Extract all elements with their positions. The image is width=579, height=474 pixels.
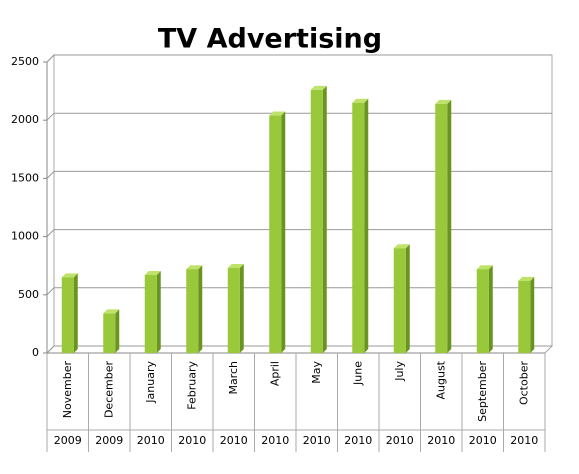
x-year-label: 2010: [303, 434, 331, 447]
x-year-label: 2010: [220, 434, 248, 447]
x-year-label: 2010: [261, 434, 289, 447]
bar-side: [239, 264, 244, 353]
bar-top: [144, 271, 161, 276]
x-tick-label: April: [268, 361, 281, 386]
bar: [435, 103, 448, 354]
grid-line: [46, 170, 552, 179]
bar: [227, 268, 240, 353]
x-tick-label: July: [393, 361, 406, 382]
y-tick-label: 500: [18, 288, 39, 301]
bar-top: [186, 265, 203, 270]
x-year-label: 2009: [95, 434, 123, 447]
bar-top: [310, 85, 327, 90]
x-tick-label: March: [227, 361, 240, 395]
bar-top: [227, 264, 244, 269]
x-tick-label: December: [102, 361, 115, 419]
grid-line: [46, 112, 552, 121]
x-year-label: 2009: [54, 434, 82, 447]
bar: [144, 275, 157, 353]
bar-side: [405, 244, 410, 353]
bar-side: [73, 273, 78, 353]
bar-top: [103, 309, 120, 314]
floor: [45, 345, 554, 354]
bar-side: [156, 271, 161, 353]
y-tick-label: 2000: [11, 113, 39, 126]
x-year-label: 2010: [137, 434, 165, 447]
x-year-label: 2010: [386, 434, 414, 447]
bar-side: [322, 85, 327, 353]
bar-side: [488, 265, 493, 353]
bar: [186, 269, 199, 353]
grid-line: [46, 345, 552, 354]
grid-line: [46, 287, 552, 296]
grid-line: [46, 229, 552, 237]
x-tick-label: August: [434, 360, 447, 399]
x-year-label: 2010: [178, 434, 206, 447]
bar-side: [281, 111, 286, 353]
x-year-label: 2010: [469, 434, 497, 447]
bar-top: [518, 276, 535, 281]
y-tick-label: 0: [32, 346, 39, 359]
bar: [310, 89, 323, 353]
bar: [476, 269, 489, 353]
side-wall: [46, 53, 55, 355]
bar-top: [352, 98, 369, 103]
bar: [61, 277, 74, 353]
x-tick-label: October: [517, 361, 530, 405]
bar-top: [435, 99, 452, 104]
x-year-label: 2010: [344, 434, 372, 447]
y-tick-label: 1000: [11, 230, 39, 243]
bar: [393, 248, 406, 353]
bar-top: [393, 244, 410, 249]
x-year-label: 2010: [427, 434, 455, 447]
bar-top: [476, 265, 493, 270]
bar: [518, 280, 531, 353]
bar-side: [447, 99, 452, 354]
y-tick-label: 2500: [11, 55, 39, 68]
x-tick-label: May: [310, 361, 323, 384]
bar: [269, 115, 282, 353]
x-tick-label: September: [476, 361, 489, 422]
x-tick-label: June: [351, 361, 364, 386]
grid-line: [46, 54, 552, 63]
chart-title: TV Advertising: [158, 24, 382, 55]
x-tick-label: February: [185, 361, 198, 410]
bar-side: [115, 309, 120, 353]
bar-side: [364, 98, 369, 354]
bar: [352, 102, 365, 354]
x-year-label: 2010: [510, 434, 538, 447]
x-tick-label: January: [144, 361, 157, 404]
bar-top: [61, 273, 78, 278]
bar: [103, 313, 116, 353]
bar-top: [269, 111, 286, 116]
bar-side: [530, 276, 535, 353]
bar-side: [198, 265, 203, 353]
x-tick-label: November: [61, 361, 74, 419]
y-tick-label: 1500: [11, 171, 39, 184]
